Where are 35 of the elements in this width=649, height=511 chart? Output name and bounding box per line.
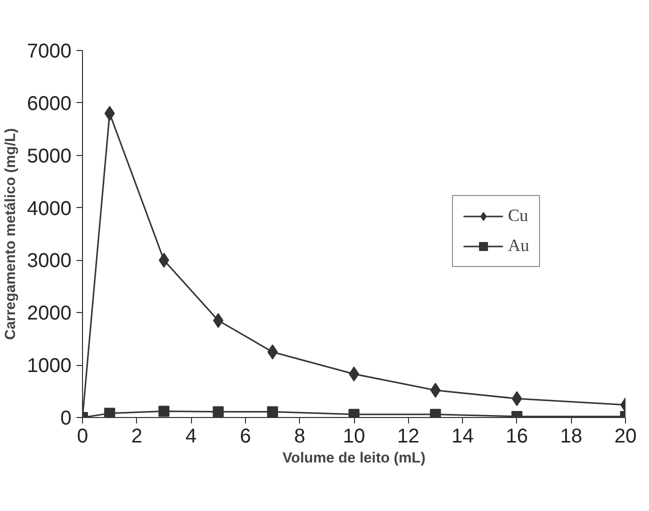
legend-label: Au — [508, 236, 530, 256]
point — [104, 408, 116, 418]
legend-label: Cu — [508, 206, 528, 226]
point — [158, 406, 170, 417]
x-tick-label: 0 — [76, 426, 88, 448]
x-tick-label: 8 — [294, 426, 306, 448]
x-tick-label: 18 — [560, 426, 582, 448]
point — [212, 406, 224, 418]
point — [267, 406, 278, 418]
y-tick-label: 1000 — [27, 355, 72, 378]
x-tick-label: 16 — [506, 426, 528, 448]
x-tick-label: 6 — [240, 426, 251, 448]
y-tick-label: 4000 — [27, 198, 72, 220]
y-tick-label: 5000 — [27, 145, 72, 168]
x-tick-label: 2 — [131, 426, 142, 448]
x-tick-label: 12 — [397, 426, 420, 448]
y-tick-label: 7000 — [27, 40, 72, 62]
point — [430, 408, 441, 418]
x-axis-title: Volume de leito (mL) — [282, 450, 426, 466]
point — [512, 391, 522, 406]
x-tick-label: 10 — [342, 426, 366, 448]
point — [348, 408, 360, 418]
point — [267, 344, 278, 360]
point — [104, 106, 115, 121]
point — [348, 366, 360, 382]
point — [430, 382, 441, 398]
x-tick-label: 4 — [186, 426, 197, 448]
y-tick-label: 2000 — [27, 302, 72, 325]
y-axis-title: Carregamento metálico (mg/L) — [3, 128, 20, 340]
y-tick-label: 0 — [60, 408, 72, 430]
point — [158, 252, 170, 268]
x-tick-label: 14 — [451, 426, 474, 448]
y-tick-label: 6000 — [27, 92, 72, 115]
x-tick-label: 20 — [614, 426, 637, 448]
y-tick-label: 3000 — [27, 250, 72, 272]
